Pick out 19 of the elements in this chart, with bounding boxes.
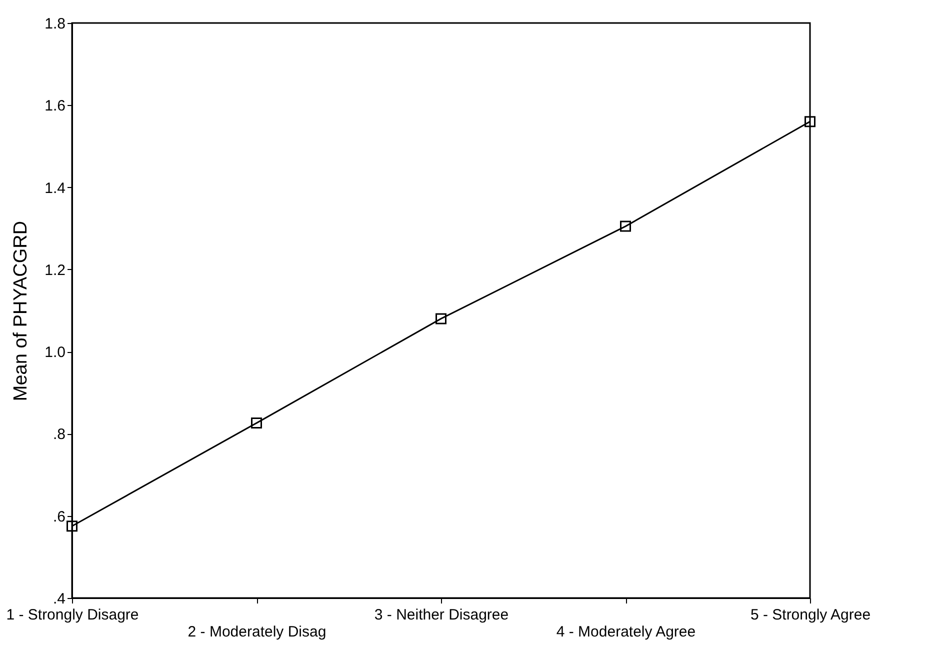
point [620, 220, 631, 232]
x-tick-label: 2 - Moderately Disag [188, 624, 326, 640]
y-tick-label: 1.0 [44, 344, 66, 362]
y-tick-label: .6 [52, 508, 66, 526]
point [804, 116, 816, 128]
y-tick-label: 1.4 [44, 180, 66, 197]
y-tick-label: 1.6 [44, 98, 66, 115]
y-tick-label: .4 [52, 590, 66, 608]
y-tick-label: 1.2 [44, 262, 66, 279]
point [436, 313, 446, 324]
x-tick-label: 1 - Strongly Disagre [6, 606, 139, 624]
x-tick-label: 4 - Moderately Agree [556, 624, 696, 640]
y-tick-label: .8 [52, 426, 66, 444]
y-tick-label: 1.8 [44, 16, 66, 32]
point [66, 520, 78, 532]
point [251, 418, 262, 429]
x-tick-label: 3 - Neither Disagree [374, 606, 509, 624]
x-tick-label: 5 - Strongly Agree [750, 606, 871, 624]
y-axis-title: Mean of PHYACGRD [10, 220, 32, 402]
